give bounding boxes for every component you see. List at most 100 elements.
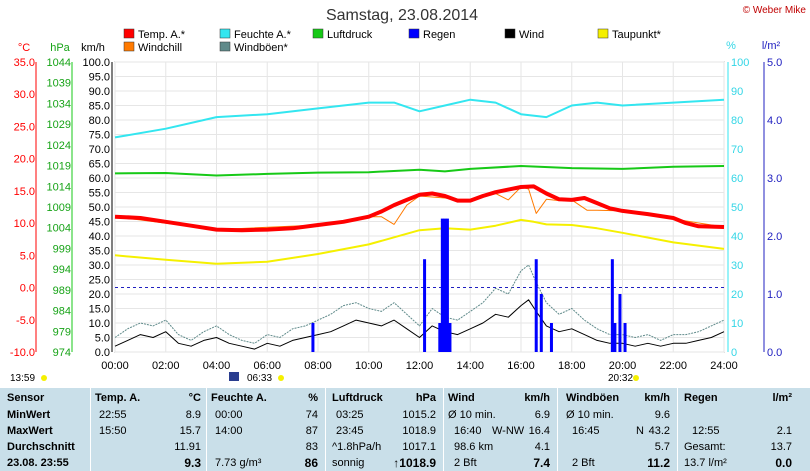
hdr-humidity: Feuchte A. [211, 392, 267, 404]
moon-icon [229, 372, 239, 381]
hdr-rain: Regen [684, 392, 718, 404]
temp-tick: -5.0 [16, 315, 35, 327]
rain-day-total: 13.7 l/m² [684, 457, 727, 469]
sun-icon-3 [633, 375, 639, 381]
rain-bar [438, 323, 442, 352]
rain-total-value: 13.7 [770, 441, 792, 453]
wind-tick: 65.0 [89, 159, 110, 171]
series-windchill [114, 186, 725, 231]
pressure-tick: 994 [53, 264, 71, 276]
series-taupunkt [114, 218, 725, 265]
time-tick: 12:00 [406, 360, 434, 372]
press-max-value: 1018.9 [402, 425, 436, 437]
wind-tick: 95.0 [89, 72, 110, 84]
press-avg-value: 1017.1 [402, 441, 436, 453]
wind-tick: 5.0 [95, 333, 110, 345]
wind-max-time: 16:40 [454, 425, 482, 437]
humidity-tick: 60 [731, 173, 743, 185]
gust-avg10-value: 9.6 [654, 409, 670, 421]
temp-axis-unit: °C [18, 42, 30, 54]
temp-current-value: 9.3 [184, 456, 201, 470]
hum-min-value: 74 [305, 409, 318, 421]
hdr-temp: Temp. A. [95, 392, 141, 404]
wind-max-dir: W-NW [492, 425, 525, 437]
pressure-tick: 1009 [47, 202, 71, 214]
legend: Temp. A.* Feuchte A.* Luftdruck Regen Wind Ta… [123, 28, 662, 54]
hdr-sensor: Sensor [7, 392, 45, 404]
moon-time: 06:33 [247, 373, 272, 384]
time-tick: 22:00 [659, 360, 687, 372]
plot-grid [35, 61, 765, 353]
gust-max-value: 43.2 [648, 425, 670, 437]
humidity-tick: 100 [731, 57, 749, 69]
sunset-time: 20:32 [608, 373, 633, 384]
wind-current-value: 7.4 [533, 456, 550, 470]
temp-avg-value: 11.91 [174, 441, 201, 453]
x-ticks: 00:00 02:00 04:00 06:00 08:00 10:00 12:00 14:00… [101, 360, 738, 372]
gust-avg-value: 5.7 [654, 441, 670, 453]
hdr-humidity-unit: % [308, 392, 318, 404]
wind-avg10-value: 6.9 [534, 409, 550, 421]
humidity-tick: 70 [731, 144, 743, 156]
press-max-time: 23:45 [336, 425, 364, 437]
stats-col-sensor: Sensor MinWert MaxWert Durchschnitt 23.0… [4, 388, 90, 471]
gust-max-dir: N [636, 425, 644, 437]
temp-tick: 5.0 [20, 250, 35, 262]
row-cur-label: 23.08. 23:55 [7, 457, 69, 469]
temp-min-time: 22:55 [99, 409, 127, 421]
wind-tick: 40.0 [89, 231, 110, 243]
legend-swatch-1 [219, 28, 231, 39]
time-tick: 16:00 [507, 360, 535, 372]
time-tick: 00:00 [101, 360, 129, 372]
wind-tick: 90.0 [89, 86, 110, 98]
wind-tick: 10.0 [89, 318, 110, 330]
rain-bar [311, 323, 315, 352]
rain-bar [618, 294, 622, 352]
temp-max-value: 15.7 [179, 425, 201, 437]
gust-avg-label: Ø 10 min. [566, 409, 614, 421]
pressure-tick: 989 [53, 285, 71, 297]
press-min-time: 03:25 [336, 409, 364, 421]
temp-tick: 25.0 [14, 121, 35, 133]
rain-bar [539, 294, 543, 352]
humidity-tick: 10 [731, 318, 743, 330]
pressure-tick: 1004 [47, 223, 71, 235]
rain-tick: 3.0 [767, 173, 782, 185]
legend-swatch-5 [597, 28, 609, 39]
pressure-tick: 1034 [47, 98, 71, 110]
legend-label-7: Windböen* [234, 42, 289, 54]
time-tick: 04:00 [203, 360, 231, 372]
series-tempa [114, 184, 725, 233]
wind-axis-unit: km/h [81, 42, 105, 54]
copyright: © Weber Mike [743, 5, 807, 16]
rain-tick: 5.0 [767, 57, 782, 69]
time-tick: 20:00 [609, 360, 637, 372]
humidity-tick: 30 [731, 260, 743, 272]
hdr-pressure: Luftdruck [332, 392, 383, 404]
chart-title: Samstag, 23.08.2014 [326, 7, 478, 24]
legend-swatch-4 [504, 28, 516, 39]
legend-swatch-3 [408, 28, 420, 39]
press-current-value: ↑1018.9 [393, 456, 436, 470]
y-ticks: 35.0 30.0 25.0 20.0 15.0 10.0 5.0 0.0 -5.0 -10.0 1… [10, 57, 782, 359]
wind-tick: 0.0 [95, 347, 110, 359]
sun-icon [41, 375, 47, 381]
wind-run: 98.6 km [454, 441, 494, 453]
pressure-tick: 1019 [47, 161, 71, 173]
wind-avg-label: Ø 10 min. [448, 409, 496, 421]
temp-max-time: 15:50 [99, 425, 127, 437]
legend-swatch-2 [312, 28, 324, 39]
wind-bft: 2 Bft [454, 457, 477, 469]
forecast-text: sonnig [332, 457, 365, 469]
rain-max-time: 12:55 [692, 425, 720, 437]
hum-max-time: 14:00 [215, 425, 243, 437]
rain-bar [448, 323, 452, 352]
pressure-axis-unit: hPa [50, 42, 70, 54]
temp-tick: 20.0 [14, 154, 35, 166]
hdr-wind-unit: km/h [524, 392, 550, 404]
legend-label-1: Feuchte A.* [234, 29, 292, 41]
pressure-tick: 984 [53, 306, 71, 318]
hdr-gust-unit: km/h [644, 392, 670, 404]
wind-tick: 35.0 [89, 246, 110, 258]
hum-current-value: 86 [304, 456, 318, 470]
